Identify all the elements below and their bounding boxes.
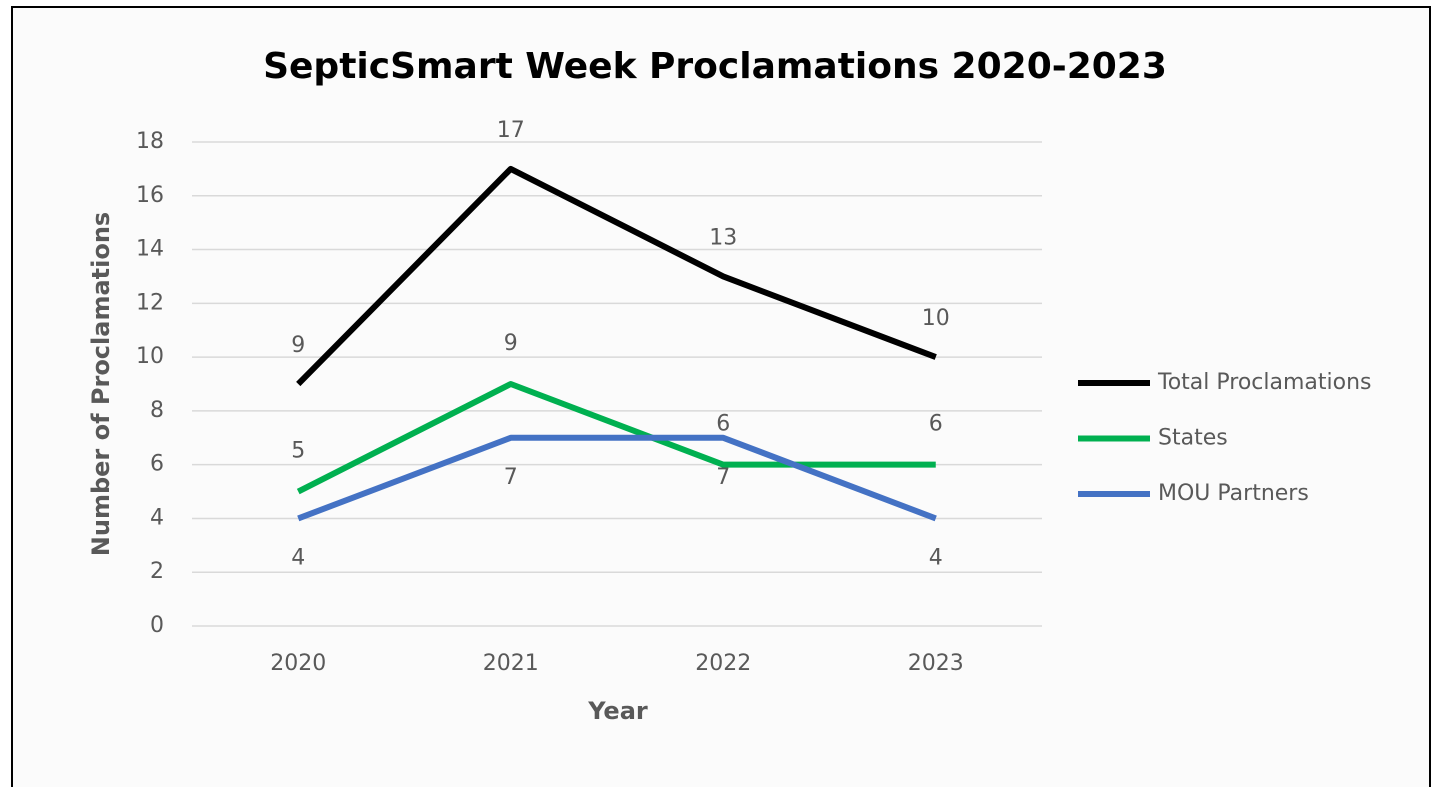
chart-title: SepticSmart Week Proclamations 2020-2023 <box>263 46 1167 87</box>
y-tick-label: 18 <box>136 129 164 154</box>
x-tick-label: 2020 <box>270 651 326 676</box>
data-label: 6 <box>929 412 943 437</box>
data-label: 7 <box>504 465 518 490</box>
data-label: 4 <box>291 545 305 570</box>
data-label: 13 <box>709 225 737 250</box>
series-line <box>297 434 937 522</box>
x-tick-label: 2022 <box>695 651 751 676</box>
series-line <box>296 165 937 387</box>
data-label: 9 <box>504 331 518 356</box>
legend-label: Total Proclamations <box>1157 370 1371 395</box>
y-axis-title: Number of Proclamations <box>87 212 115 556</box>
y-tick-label: 0 <box>150 613 164 638</box>
data-label: 5 <box>291 439 305 464</box>
data-label: 7 <box>716 465 730 490</box>
data-label: 17 <box>497 118 525 143</box>
data-label: 9 <box>291 333 305 358</box>
y-tick-label: 12 <box>136 290 164 315</box>
y-tick-label: 14 <box>136 237 164 262</box>
series-line <box>296 381 936 495</box>
y-tick-label: 16 <box>136 183 164 208</box>
data-label: 4 <box>929 545 943 570</box>
chart-frame <box>11 6 1431 787</box>
data-label: 10 <box>922 306 950 331</box>
data-label: 6 <box>716 412 730 437</box>
legend-label: MOU Partners <box>1158 481 1309 506</box>
legend-label: States <box>1158 426 1228 451</box>
y-tick-label: 6 <box>150 452 164 477</box>
x-tick-label: 2023 <box>908 651 964 676</box>
x-axis-title: Year <box>587 697 648 725</box>
y-tick-label: 2 <box>150 559 164 584</box>
y-tick-label: 4 <box>150 505 164 530</box>
x-tick-label: 2021 <box>483 651 539 676</box>
y-tick-label: 8 <box>150 398 164 423</box>
y-tick-label: 10 <box>136 344 164 369</box>
